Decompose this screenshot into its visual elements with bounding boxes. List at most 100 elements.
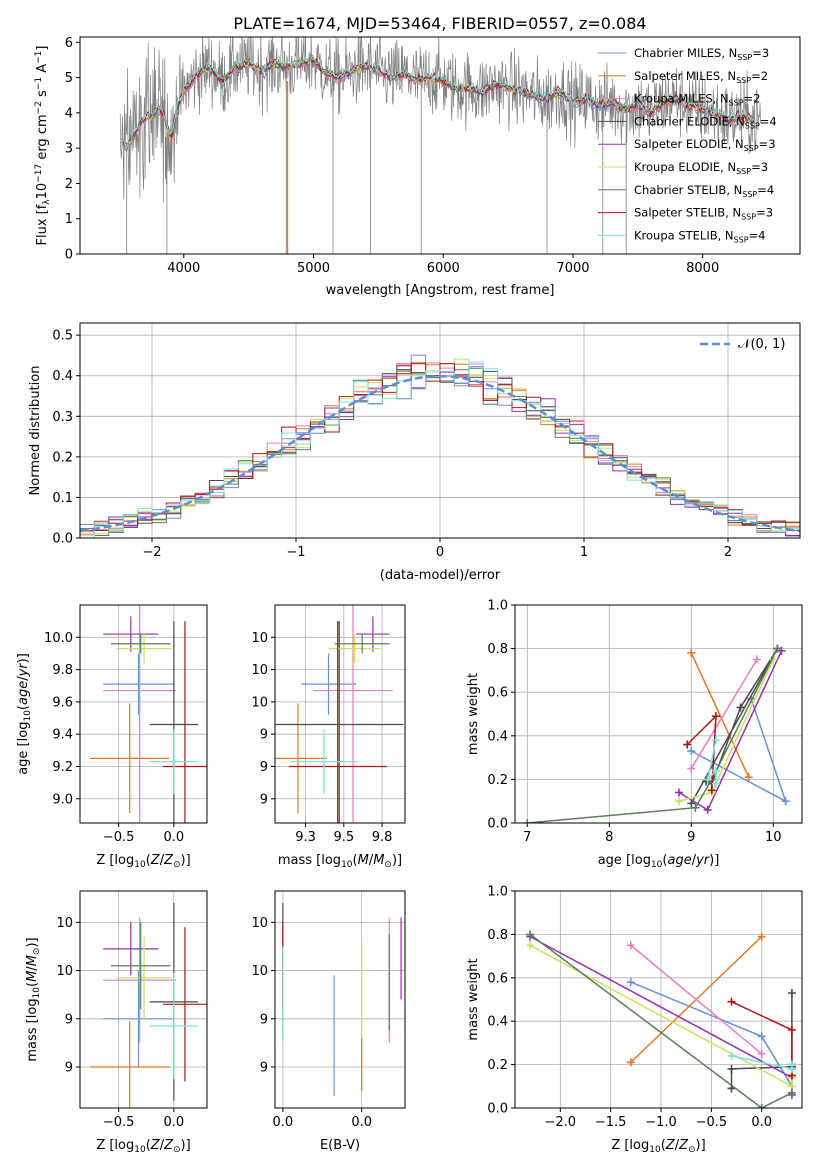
spectrum-xtick-label: 4000: [167, 261, 200, 276]
spectrum-frame-group: 4000 5000 6000 7000 8000 0 1 2 3 4 5 6 wavelength [A…: [34, 36, 801, 298]
age-mass-plot-area: [275, 605, 404, 823]
figure-title: PLATE=1674, MJD=53464, FIBERID=0557, z=0…: [233, 14, 646, 33]
weight-age-marker-salpeter_stelib: [707, 786, 716, 795]
mass-ebv-frame-group: 0.0 0.0 9 9 10 10 E(B-V): [251, 890, 406, 1153]
age-z-ytick-label: 9.2: [52, 760, 73, 775]
weight-z-marker-salpeter_miles: [757, 932, 766, 941]
weight-age-series-kroupa_stelib: [706, 740, 717, 784]
legend-label-chabrier_stelib: Chabrier STELIB, NSSP=4: [634, 183, 774, 199]
residuals-frame-group: −2 −1 0 1 2 0.0 0.1 0.2 0.3 0.4 0.5 (data-model)/er…: [28, 322, 801, 583]
residuals-xtick-label: 1: [580, 545, 588, 560]
mass-ebv-xlabel: E(B-V): [320, 1138, 360, 1153]
weight-age-marker-chabrier_miles: [781, 797, 790, 806]
weight-age-ytick-label: 1.0: [487, 599, 508, 614]
spectrum-ytick-label: 1: [65, 212, 73, 227]
weight-age-marker-kroupa_stelib: [703, 775, 712, 784]
mass-z-frame-group: −0.5 0.0 9 9 10 10 Z [log10(Z/Z⊙)] mass [log10(…: [25, 890, 208, 1155]
residuals-ytick-label: 0.0: [52, 532, 73, 547]
mass-z-ylabel: mass [log10(M/M⊙)]: [25, 937, 42, 1061]
legend-label-kroupa_stelib: Kroupa STELIB, NSSP=4: [634, 228, 765, 244]
age-mass-ytick-label: 10: [251, 631, 268, 646]
weight-age-marker-kroupa_stelib: [711, 779, 720, 788]
residuals-ytick-label: 0.1: [52, 491, 73, 506]
spectrum-ytick-label: 5: [65, 71, 73, 86]
age-z-ytick-label: 9.8: [52, 663, 73, 678]
mass-ebv-ytick-label: 10: [251, 964, 268, 979]
age-z-ytick-label: 9.0: [52, 792, 73, 807]
weight-z-marker-chabrier_stelib: [526, 930, 535, 939]
weight-z-marker-salpeter_stelib: [787, 1025, 796, 1034]
legend-label-salpeter_elodie: Salpeter ELODIE, NSSP=3: [634, 137, 776, 153]
weight-z-marker-kroupa_miles: [757, 1049, 766, 1058]
mass-z-xlabel: Z [log10(Z/Z⊙)]: [96, 1138, 190, 1155]
residuals-ylabel: Normed distribution: [28, 366, 43, 496]
spectrum-xtick-label: 8000: [686, 261, 719, 276]
weight-z-xtick-label: −0.5: [696, 1115, 728, 1130]
weight-age-ytick-label: 0.6: [487, 686, 508, 701]
age-mass-ytick-label: 10: [251, 663, 268, 678]
spectrum-ytick-label: 2: [65, 177, 73, 192]
weight-z-frame: [514, 890, 803, 1109]
weight-age-marker-salpeter_stelib: [711, 712, 720, 721]
mass-z-ytick-label: 9: [65, 1061, 73, 1076]
age-mass-xtick-label: 9.8: [372, 830, 393, 845]
spectrum-ytick-label: 3: [65, 142, 73, 157]
weight-z-marker-kroupa_stelib: [727, 1051, 736, 1060]
residuals-plot-area: [80, 354, 800, 538]
residuals-ytick-label: 0.2: [52, 450, 73, 465]
weight-age-ytick-label: 0.8: [487, 642, 508, 657]
weight-age-marker-kroupa_stelib: [711, 766, 720, 775]
histogram-step-kroupa_stelib: [80, 361, 800, 538]
weight-age-ylabel: mass weight: [466, 673, 481, 755]
residuals-xtick-label: −1: [286, 545, 305, 560]
weight-age-marker-chabrier_stelib: [691, 803, 700, 812]
weight-age-marker-salpeter_stelib: [683, 740, 692, 749]
spectrum-xtick-label: 7000: [556, 261, 589, 276]
mass-z-frame: [79, 890, 208, 1109]
weight-age-marker-chabrier_stelib: [773, 644, 782, 653]
spectrum-ytick-label: 6: [65, 36, 73, 51]
mass-ebv-xtick-label: 0.0: [273, 1115, 294, 1130]
weight-age-series-kroupa_miles: [690, 659, 758, 769]
weight-age-marker-kroupa_elodie: [675, 797, 683, 806]
spectrum-plot-area: [119, 37, 762, 254]
mass-z-xtick-label: 0.0: [164, 1115, 185, 1130]
weight-z-marker-chabrier_stelib: [787, 1088, 796, 1097]
mass-z-ytick-label: 10: [56, 916, 73, 931]
age-z-frame: [79, 604, 208, 824]
weight-z-series-chabrier_stelib: [529, 933, 793, 1108]
weight-z-frame-group: −2.0 −1.5 −1.0 −0.5 0.0 0.0 0.2 0.4 0.6 0.8 1.0 Z […: [466, 885, 803, 1155]
weight-age-marker-kroupa_miles: [687, 764, 696, 773]
weight-age-marker-chabrier_elodie: [736, 703, 745, 712]
weight-z-series-kroupa_miles: [630, 944, 763, 1055]
weight-z-marker-salpeter_stelib: [727, 997, 736, 1006]
mass-ebv-frame: [274, 890, 406, 1109]
weight-age-marker-salpeter_miles: [744, 773, 753, 782]
age-z-frame-group: −0.5 0.0 9.0 9.2 9.4 9.6 9.8 10.0 Z [log10(Z/Z⊙)…: [16, 604, 208, 870]
age-mass-ytick-label: 9: [260, 760, 268, 775]
age-mass-ytick-label: 9: [260, 792, 268, 807]
spectrum-xtick-label: 5000: [297, 261, 330, 276]
mass-ebv-plot-area: [282, 903, 402, 1096]
weight-z-ylabel: mass weight: [466, 958, 481, 1040]
normal-curve: [80, 374, 800, 533]
weight-z-marker-chabrier_elodie: [727, 1064, 736, 1073]
weight-z-xtick-label: −2.0: [545, 1115, 577, 1130]
weight-z-ytick-label: 0.4: [487, 1015, 508, 1030]
weight-age-xtick-label: 10: [765, 830, 782, 845]
mass-ebv-xtick-label: 0.0: [351, 1115, 372, 1130]
spectrum-ylabel: Flux [fλ10−17 erg cm−2 s−1 A−1]: [34, 46, 52, 246]
mass-z-plot-area: [89, 903, 207, 1108]
mass-z-xtick-label: −0.5: [103, 1115, 135, 1130]
weight-z-marker-kroupa_stelib: [787, 1060, 796, 1069]
spectrum-frame: [79, 36, 801, 255]
age-mass-xtick-label: 9.3: [295, 830, 316, 845]
weight-z-xtick-label: 0.0: [751, 1115, 772, 1130]
age-mass-ytick-label: 10: [251, 695, 268, 710]
residuals-ytick-label: 0.5: [52, 329, 73, 344]
weight-age-xtick-label: 9: [687, 830, 695, 845]
age-mass-frame: [274, 604, 406, 824]
residuals-xtick-label: 2: [724, 545, 732, 560]
